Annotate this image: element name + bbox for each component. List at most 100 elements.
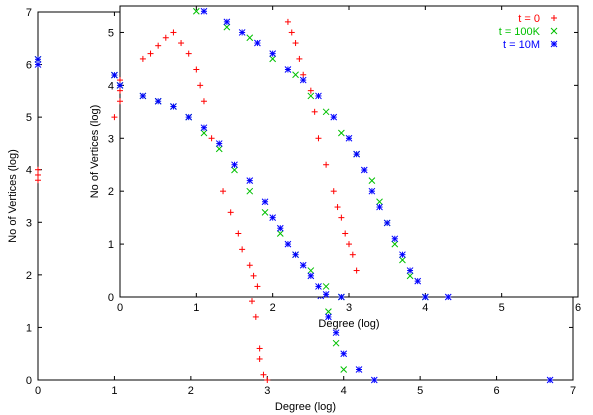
inset-point-cross	[406, 272, 414, 280]
inset-point-plus	[147, 50, 154, 57]
main-point-star	[340, 350, 348, 358]
inset-point-star	[299, 76, 307, 84]
inset-point-plus	[208, 135, 215, 142]
main-point-star	[332, 329, 340, 337]
inset-point-plus	[346, 241, 352, 248]
inset-point-plus	[284, 18, 291, 25]
inset-plot: 0 1 2 3 4 5 6 0 1 2 3 4 5 Degree (log) No of Vertices …	[89, 5, 581, 330]
inset-ytick-label: 2	[108, 186, 114, 198]
inset-legend-label: t = 10M	[503, 39, 540, 51]
inset-point-cross	[368, 177, 376, 184]
inset-point-plus	[246, 262, 253, 269]
inset-xtick-label: 2	[270, 302, 276, 314]
inset-ytick-label: 1	[108, 239, 114, 251]
main-ytick-label: 6	[26, 60, 32, 72]
inset-point-plus	[239, 246, 246, 253]
inset-point-plus	[296, 55, 303, 62]
main-point-cross	[340, 366, 348, 373]
inset-legend-label: t = 100K	[499, 26, 541, 38]
main-ytick-label: 0	[26, 375, 32, 387]
inset-point-cross	[338, 129, 345, 137]
inset-point-plus	[292, 40, 299, 47]
inset-xtick-label: 6	[575, 302, 581, 314]
main-point-plus	[252, 313, 259, 320]
inset-point-star	[116, 82, 124, 89]
main-point-star	[34, 55, 42, 63]
inset-ytick-label: 0	[108, 292, 114, 304]
inset-point-star	[215, 140, 223, 147]
inset-point-star	[391, 235, 399, 243]
inset-xaxis-title: Degree (log)	[318, 318, 379, 330]
inset-point-cross	[292, 71, 299, 79]
inset-point-plus	[235, 230, 242, 237]
main-ytick-label: 4	[26, 165, 32, 177]
inset-point-star	[376, 203, 383, 211]
main-point-cross	[325, 308, 332, 316]
inset-point-star	[299, 261, 307, 269]
inset-point-star	[322, 291, 330, 298]
main-point-plus	[256, 345, 263, 352]
inset-point-cross	[215, 145, 223, 153]
inset-point-star	[406, 267, 414, 274]
main-point-star	[370, 376, 378, 384]
main-point-plus	[260, 371, 267, 378]
inset-point-cross	[231, 166, 238, 174]
inset-point-cross	[269, 55, 277, 63]
main-xtick-label: 1	[111, 385, 117, 397]
inset-point-cross	[391, 240, 399, 248]
inset-point-star	[421, 293, 429, 301]
inset-point-star	[383, 219, 391, 227]
main-xtick-label: 0	[35, 385, 41, 397]
inset-point-plus	[200, 98, 207, 105]
inset-point-star	[307, 272, 315, 280]
inset-point-plus	[220, 188, 227, 195]
inset-point-star	[399, 251, 406, 259]
main-point-star	[34, 61, 42, 68]
inset-point-star	[414, 277, 422, 285]
inset-point-cross	[322, 108, 330, 116]
inset-point-cross	[322, 283, 330, 290]
inset-point-plus	[197, 82, 204, 89]
inset-xtick-label: 0	[117, 302, 123, 314]
inset-point-cross	[261, 208, 269, 216]
inset-point-cross	[276, 230, 284, 237]
inset-point-plus	[323, 161, 330, 168]
main-ytick-label: 5	[26, 112, 32, 124]
main-point-cross	[332, 339, 340, 347]
main-point-star	[546, 376, 554, 384]
main-xtick-label: 7	[570, 385, 576, 397]
inset-points	[116, 7, 452, 301]
main-point-plus	[111, 114, 118, 121]
inset-point-star	[353, 150, 360, 158]
inset-yaxis-title: No of Vertices (log)	[89, 105, 101, 199]
inset-point-star	[185, 113, 193, 121]
main-point-plus	[264, 377, 271, 383]
inset-point-star	[292, 251, 299, 259]
inset-legend-label: t = 0	[518, 13, 540, 25]
main-xtick-label: 3	[264, 385, 270, 397]
inset-point-plus	[307, 87, 314, 94]
main-point-plus	[35, 177, 41, 184]
main-point-star	[111, 71, 118, 79]
inset-point-plus	[288, 29, 295, 36]
main-point-plus	[249, 298, 255, 305]
inset-point-plus	[117, 77, 123, 84]
inset-ytick-label: 5	[108, 27, 114, 39]
inset-point-plus	[178, 40, 185, 47]
inset-point-star	[154, 97, 162, 105]
inset-point-plus	[227, 209, 234, 216]
inset-point-star	[315, 283, 322, 290]
inset-point-plus	[311, 108, 318, 115]
inset-point-star	[345, 134, 353, 142]
inset-legend-marker	[550, 40, 558, 48]
inset-point-plus	[334, 204, 341, 211]
inset-point-plus	[254, 283, 261, 290]
inset-point-plus	[342, 230, 349, 237]
main-point-plus	[35, 166, 41, 173]
inset-point-star	[170, 103, 177, 110]
inset-point-star	[269, 50, 277, 57]
inset-point-star	[368, 187, 376, 195]
inset-point-star	[200, 7, 208, 15]
inset-xtick-label: 4	[422, 302, 428, 314]
